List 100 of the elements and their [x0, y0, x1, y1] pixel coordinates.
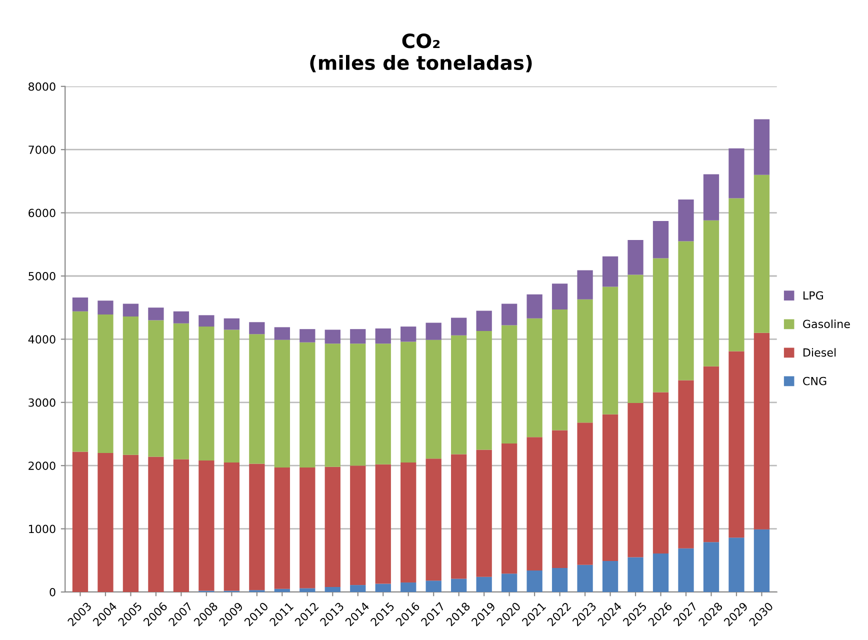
bar [703, 174, 720, 220]
bar [300, 329, 316, 342]
legend-label: Diesel [804, 348, 836, 357]
bar [173, 323, 190, 460]
bar [602, 256, 618, 287]
bar [552, 430, 568, 568]
y-tick-label: 4000 [28, 335, 56, 344]
bar [476, 576, 492, 592]
bar [552, 284, 568, 310]
bar [400, 342, 416, 462]
bar [324, 330, 340, 344]
bar [426, 458, 442, 581]
bar [703, 366, 720, 542]
bar [122, 304, 139, 316]
bar [72, 311, 88, 452]
bar [552, 568, 568, 592]
bar [350, 329, 366, 344]
bar [148, 308, 164, 320]
bar [426, 340, 442, 459]
legend-label: LPG [804, 291, 824, 300]
bar [451, 335, 467, 454]
y-tick-label: 6000 [28, 208, 56, 218]
bar [274, 467, 290, 589]
bar [526, 437, 542, 571]
bar [198, 460, 214, 591]
bar [350, 585, 366, 592]
bar [173, 311, 190, 324]
bar [728, 538, 744, 592]
bar [324, 586, 340, 592]
bar [350, 344, 366, 466]
bar [72, 452, 88, 592]
bar [628, 240, 644, 275]
bar [501, 304, 518, 326]
bar [122, 454, 139, 592]
bar [72, 297, 88, 312]
bar [148, 456, 164, 592]
bar [249, 322, 265, 334]
bar [577, 422, 593, 565]
bar [198, 326, 214, 461]
bar [426, 580, 442, 592]
bar [476, 310, 492, 331]
bar [728, 148, 744, 198]
bar [274, 327, 290, 340]
bar [754, 174, 770, 333]
bar [274, 340, 290, 468]
bar [451, 454, 467, 579]
bar [274, 588, 290, 592]
bar [501, 443, 518, 574]
bar [577, 299, 593, 423]
bar [249, 464, 265, 590]
y-tick-label: 2000 [28, 462, 56, 470]
bar [652, 221, 669, 258]
bar [602, 286, 618, 414]
bar [224, 462, 240, 591]
bar [628, 557, 644, 592]
bar [754, 529, 770, 592]
bar [426, 322, 442, 340]
bar [300, 342, 316, 468]
bar [501, 325, 518, 444]
bar [652, 258, 669, 392]
bar [703, 220, 720, 366]
bar [476, 330, 492, 450]
bar [703, 542, 720, 592]
bar [652, 392, 669, 554]
bar [501, 574, 518, 592]
bar [577, 564, 593, 592]
bar [552, 309, 568, 430]
bar [451, 578, 467, 592]
y-tick-label: 5000 [28, 272, 56, 280]
bar [98, 452, 114, 592]
bar [98, 314, 114, 453]
bar [602, 561, 618, 592]
legend-label: Gasoline [803, 320, 850, 328]
bar [652, 553, 669, 592]
bar [375, 344, 391, 464]
bar [249, 334, 265, 464]
bar [628, 274, 644, 404]
chart-title: CO₂ (miles de toneladas) [310, 34, 532, 72]
bar [375, 328, 391, 344]
y-tick-label: 3000 [28, 398, 56, 407]
bar [173, 459, 190, 592]
bar [122, 316, 139, 455]
bar [375, 464, 391, 584]
bar [224, 330, 240, 462]
bar [754, 332, 770, 530]
bar [628, 403, 644, 558]
y-tick-label: 7000 [28, 146, 56, 154]
bar [526, 294, 542, 318]
bar [526, 570, 542, 592]
y-tick-label: 8000 [28, 82, 56, 91]
bar [602, 414, 618, 562]
bar [728, 198, 744, 352]
bar [300, 467, 316, 588]
bar [400, 462, 416, 583]
legend-label: CNG [803, 376, 826, 386]
bar [198, 315, 214, 327]
bar [476, 450, 492, 577]
bar [350, 466, 366, 586]
bar [678, 380, 694, 548]
bar [678, 548, 694, 592]
